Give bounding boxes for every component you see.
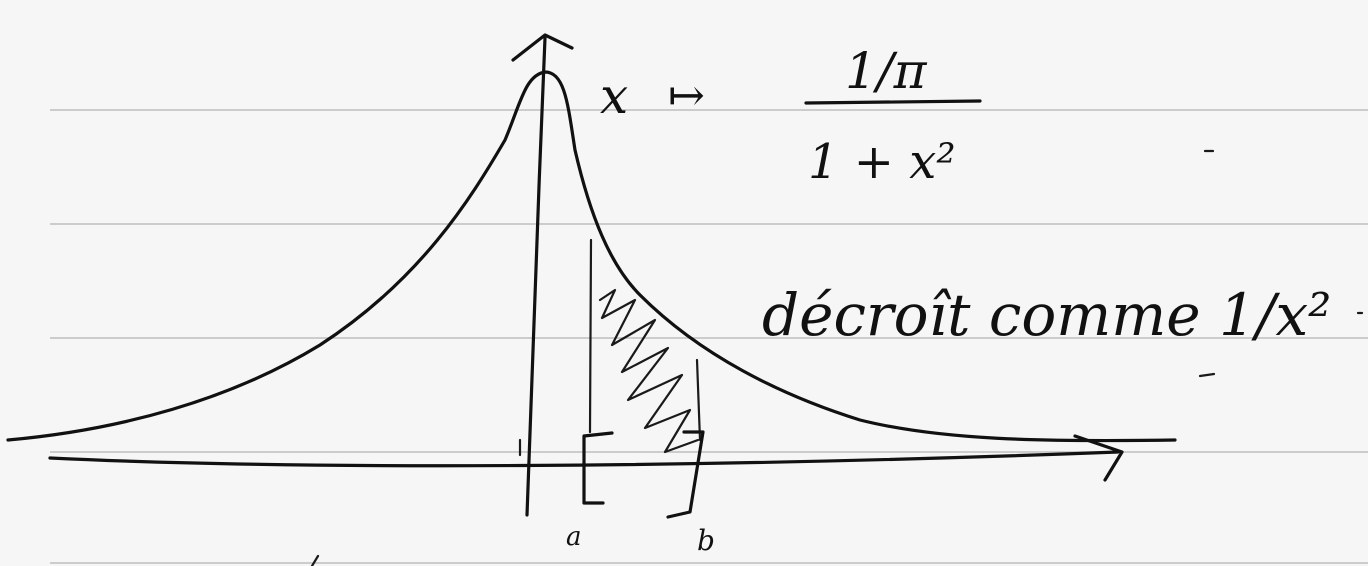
area-hatching	[598, 288, 700, 454]
formula-numerator: 1/π	[845, 42, 928, 100]
x-axis-arrowhead	[1073, 434, 1124, 482]
ruled-lines	[50, 109, 1368, 564]
formula-variable: x	[600, 67, 628, 125]
partial-stroke	[310, 554, 320, 566]
formula-maps-to: ↦	[668, 70, 705, 121]
decay-note: décroît comme 1/x²	[762, 281, 1331, 349]
formula-denominator: 1 + x²	[808, 134, 956, 190]
interval-left-line	[588, 238, 593, 434]
interval-right-line	[695, 358, 702, 442]
y-axis-arrowhead	[511, 33, 574, 62]
interval-left-label: a	[566, 522, 582, 552]
density-curve	[6, 70, 1177, 443]
interval-right-label: b	[697, 524, 715, 557]
ink-dash	[1198, 372, 1216, 378]
formula: x ↦ 1/π 1 + x²	[600, 42, 982, 190]
interval-left-bracket	[582, 431, 614, 505]
y-axis	[525, 36, 547, 517]
x-axis	[48, 450, 1120, 468]
fraction-bar	[804, 99, 982, 105]
interval-right-bracket	[666, 430, 705, 519]
